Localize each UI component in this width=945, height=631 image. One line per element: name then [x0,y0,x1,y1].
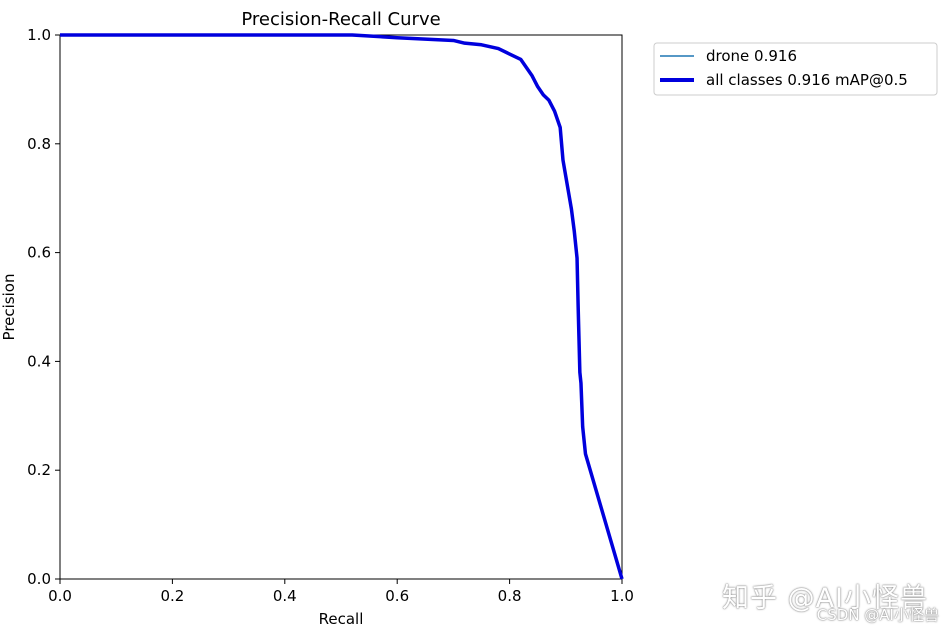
legend-label-all-classes: all classes 0.916 mAP@0.5 [706,71,908,89]
x-axis-label: Recall [319,610,364,628]
x-tick-label: 0.6 [385,587,409,605]
y-tick-label: 0.4 [27,352,51,370]
legend: drone 0.916 all classes 0.916 mAP@0.5 [653,42,938,96]
csdn-watermark: CSDN @AI小怪兽 [816,606,939,624]
x-tick-label: 0.2 [160,587,184,605]
y-axis-label: Precision [0,274,18,341]
ticks-layer: 0.0 0.2 0.4 0.6 0.8 1.0 0.0 0.2 0.4 0.6 0.8 1.0 [27,26,634,605]
y-tick-label: 0.0 [27,570,51,588]
y-tick-label: 0.2 [27,461,51,479]
series-layer [60,33,624,580]
zhihu-watermark: 知乎 @AI小怪兽 [722,583,929,614]
series-line-all-classes [60,33,624,580]
legend-frame [653,42,938,96]
y-tick-label: 0.6 [27,244,51,262]
x-tick-label: 0.8 [498,587,522,605]
x-tick-label: 0.0 [48,587,72,605]
chart-title: Precision-Recall Curve [241,9,440,30]
y-tick-label: 1.0 [27,26,51,44]
plot-area [59,34,623,580]
x-tick-label: 0.4 [273,587,297,605]
y-tick-label: 0.8 [27,135,51,153]
legend-label-drone: drone 0.916 [706,47,797,65]
x-tick-label: 1.0 [610,587,634,605]
